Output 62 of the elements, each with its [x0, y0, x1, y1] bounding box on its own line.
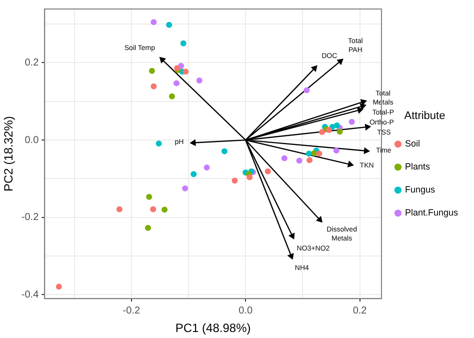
y-tick-label: -0.2	[21, 212, 40, 224]
legend-label: Fungus	[404, 184, 436, 195]
point	[360, 103, 366, 110]
point	[182, 185, 188, 192]
point	[304, 87, 310, 94]
point	[232, 178, 238, 184]
y-tick-label: 0.2	[24, 57, 40, 68]
point	[150, 206, 156, 212]
legend-label: Plants	[404, 162, 430, 172]
point	[180, 40, 186, 46]
point	[168, 93, 175, 100]
point	[348, 118, 355, 125]
y-tick-label: -0.4	[21, 289, 40, 300]
x-tick-label: 0.2	[352, 305, 368, 316]
point	[116, 206, 122, 212]
point	[159, 56, 166, 64]
point	[246, 174, 253, 180]
point	[316, 150, 322, 157]
y-axis-title: PC2 (18.32%)	[2, 116, 16, 192]
point	[148, 68, 155, 74]
point	[190, 139, 196, 146]
point	[144, 224, 151, 231]
legend-title: Attribute	[404, 110, 446, 122]
point	[221, 148, 228, 154]
point	[356, 107, 364, 114]
point	[288, 232, 295, 240]
point	[316, 216, 323, 223]
point	[182, 68, 189, 75]
point	[162, 206, 168, 213]
point	[311, 150, 318, 156]
point	[306, 157, 313, 164]
point	[204, 164, 210, 171]
point	[306, 150, 312, 157]
x-tick-label: 0.0	[238, 305, 253, 316]
point	[347, 160, 354, 168]
point	[146, 194, 152, 200]
point	[364, 147, 370, 154]
point	[319, 128, 326, 135]
point	[333, 148, 340, 154]
legend-label: Soil	[404, 138, 420, 149]
point	[310, 65, 318, 72]
x-tick-label: -0.2	[122, 305, 140, 316]
point	[281, 155, 288, 162]
point	[326, 127, 332, 134]
point	[56, 284, 62, 290]
point	[166, 22, 172, 28]
point	[150, 19, 157, 26]
point	[156, 140, 162, 147]
point	[150, 83, 157, 90]
point	[287, 252, 294, 260]
point	[174, 80, 180, 86]
y-tick-label: 0.0	[24, 134, 40, 146]
point	[364, 124, 372, 131]
legend-label: Plant.Fungus	[404, 208, 458, 218]
point	[336, 58, 344, 66]
point	[196, 78, 202, 84]
point	[296, 158, 302, 164]
point	[264, 168, 271, 174]
point	[190, 171, 197, 178]
point	[334, 122, 340, 128]
point	[336, 128, 343, 135]
x-axis-title: PC1 (48.98%)	[175, 321, 251, 336]
